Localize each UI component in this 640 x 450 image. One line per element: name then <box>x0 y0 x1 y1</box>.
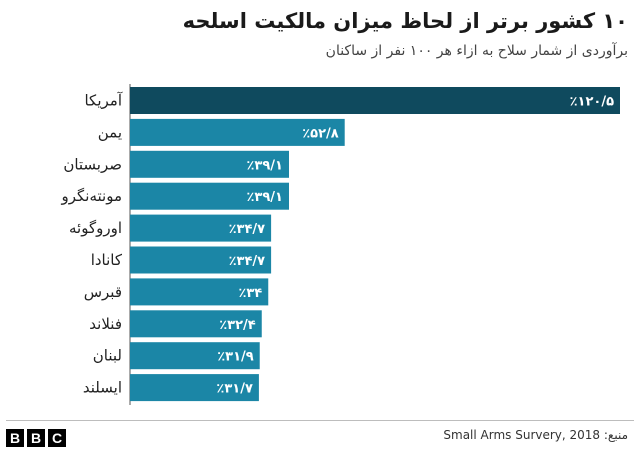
category-label: صربستان <box>63 155 122 173</box>
category-label: لبنان <box>93 347 122 365</box>
category-label: ایسلند <box>83 379 122 397</box>
bar-value-label: ٪۳۴ <box>238 286 262 301</box>
category-label: آمریکا <box>84 92 122 110</box>
bar-value-label: ٪۳۴/۷ <box>229 254 266 269</box>
bbc-logo: B B C <box>6 429 66 447</box>
bar-value-label: ٪۳۲/۴ <box>219 318 256 333</box>
source-note: منبع: Small Arms Survery, 2018 <box>443 428 628 442</box>
category-label: کانادا <box>91 251 123 269</box>
bar-value-label: ٪۳۱/۷ <box>216 382 253 397</box>
bar <box>130 278 269 306</box>
bar <box>130 150 289 178</box>
bar-chart: ٪۱۲۰/۵ آمریکا ٪۵۲/۸ یمن ٪۳۹/۱ صربستان ٪۳۹/۱ مون… <box>60 84 620 405</box>
bar <box>130 214 272 242</box>
category-label: یمن <box>98 123 122 141</box>
chart-subtitle: برآوردی از شمار سلاح به ازاء هر ۱۰۰ نفر … <box>325 43 628 59</box>
category-label: مونته‌نگرو <box>60 187 122 205</box>
bar <box>130 342 260 370</box>
category-label: اوروگوئه <box>69 219 122 237</box>
footer-divider <box>6 420 634 421</box>
bar-value-label: ٪۳۹/۱ <box>246 190 283 205</box>
bbc-logo-letter: B <box>27 429 45 447</box>
bar-value-label: ٪۵۲/۸ <box>302 126 339 141</box>
bbc-logo-letter: B <box>6 429 24 447</box>
category-label: فنلاند <box>89 315 122 333</box>
bar <box>130 246 272 274</box>
bar <box>130 182 289 210</box>
bar-value-label: ٪۳۱/۹ <box>217 350 254 365</box>
bar <box>130 87 620 114</box>
bar <box>130 118 345 146</box>
bar-value-label: ٪۳۹/۱ <box>246 158 283 173</box>
bar-value-label: ٪۱۲۰/۵ <box>570 95 614 110</box>
bar-value-label: ٪۳۴/۷ <box>229 222 266 237</box>
chart-title: ۱۰ کشور برتر از لحاظ میزان مالکیت اسلحه <box>182 9 628 33</box>
bar <box>130 374 259 402</box>
bar <box>130 310 262 338</box>
bbc-logo-letter: C <box>48 429 66 447</box>
category-label: قبرس <box>84 283 122 301</box>
